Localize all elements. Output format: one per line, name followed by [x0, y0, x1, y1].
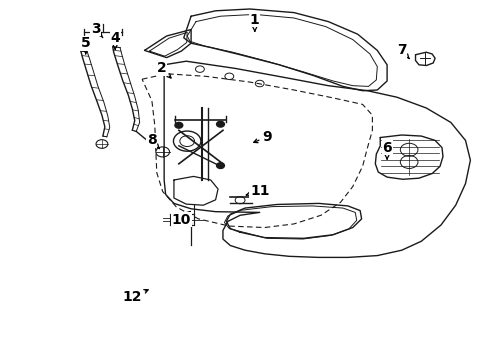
Circle shape — [175, 122, 183, 128]
Text: 6: 6 — [382, 141, 392, 159]
Text: 2: 2 — [157, 62, 171, 78]
Text: 8: 8 — [147, 134, 159, 149]
Text: 1: 1 — [250, 13, 260, 31]
Text: 9: 9 — [254, 130, 272, 144]
Text: 7: 7 — [397, 44, 409, 59]
Text: 12: 12 — [122, 289, 148, 304]
Text: 3: 3 — [91, 22, 103, 38]
Text: 5: 5 — [81, 36, 91, 54]
Circle shape — [217, 121, 224, 127]
Text: 4: 4 — [110, 31, 120, 49]
Text: 11: 11 — [246, 184, 270, 198]
Text: 10: 10 — [172, 211, 191, 226]
Circle shape — [217, 163, 224, 168]
